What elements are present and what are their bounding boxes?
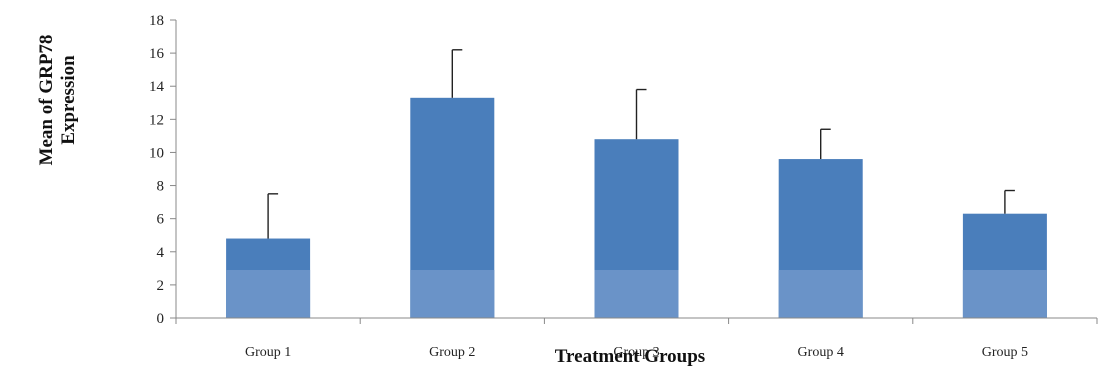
y-tick-label: 12 (149, 112, 164, 128)
x-tick-label-3: Group 3 (613, 345, 659, 360)
y-tick-label: 10 (149, 145, 164, 161)
y-tick-label: 14 (149, 79, 165, 95)
y-ticks-group: 0 2 4 6 8 10 12 14 16 18 (149, 13, 176, 327)
y-tick-label: 2 (157, 278, 165, 294)
y-tick-label: 8 (157, 179, 165, 195)
bar-5-lower-band (962, 269, 1047, 318)
x-axis-title: Treatment Groups (555, 346, 705, 367)
y-tick-label: 4 (157, 245, 165, 261)
y-axis-title-line-2: Expression (58, 55, 79, 145)
y-tick-label: 0 (157, 311, 165, 327)
error-bars-group (267, 49, 1015, 239)
x-tick-label-1: Group 1 (245, 345, 291, 360)
bar-1-lower-band (226, 269, 311, 318)
bars-group (226, 97, 1047, 318)
bar-2-lower-band (410, 269, 495, 318)
y-tick-label: 16 (149, 46, 165, 62)
x-tick-label-5: Group 5 (982, 345, 1028, 360)
y-axis-title-line-1: Mean of GRP78 (36, 35, 57, 166)
bar-3-lower-band (594, 269, 679, 318)
x-tick-label-2: Group 2 (429, 345, 475, 360)
bar-4-lower-band (778, 269, 863, 318)
x-tick-label-4: Group 4 (798, 345, 844, 360)
y-tick-label: 18 (149, 13, 164, 29)
x-labels-group: Group 1 Group 2 Group 3 Group 4 Group 5 (245, 345, 1028, 360)
y-axis-title: Mean of GRP78 Expression (36, 35, 79, 166)
axes-group (175, 20, 1098, 324)
y-tick-label: 6 (157, 212, 165, 228)
